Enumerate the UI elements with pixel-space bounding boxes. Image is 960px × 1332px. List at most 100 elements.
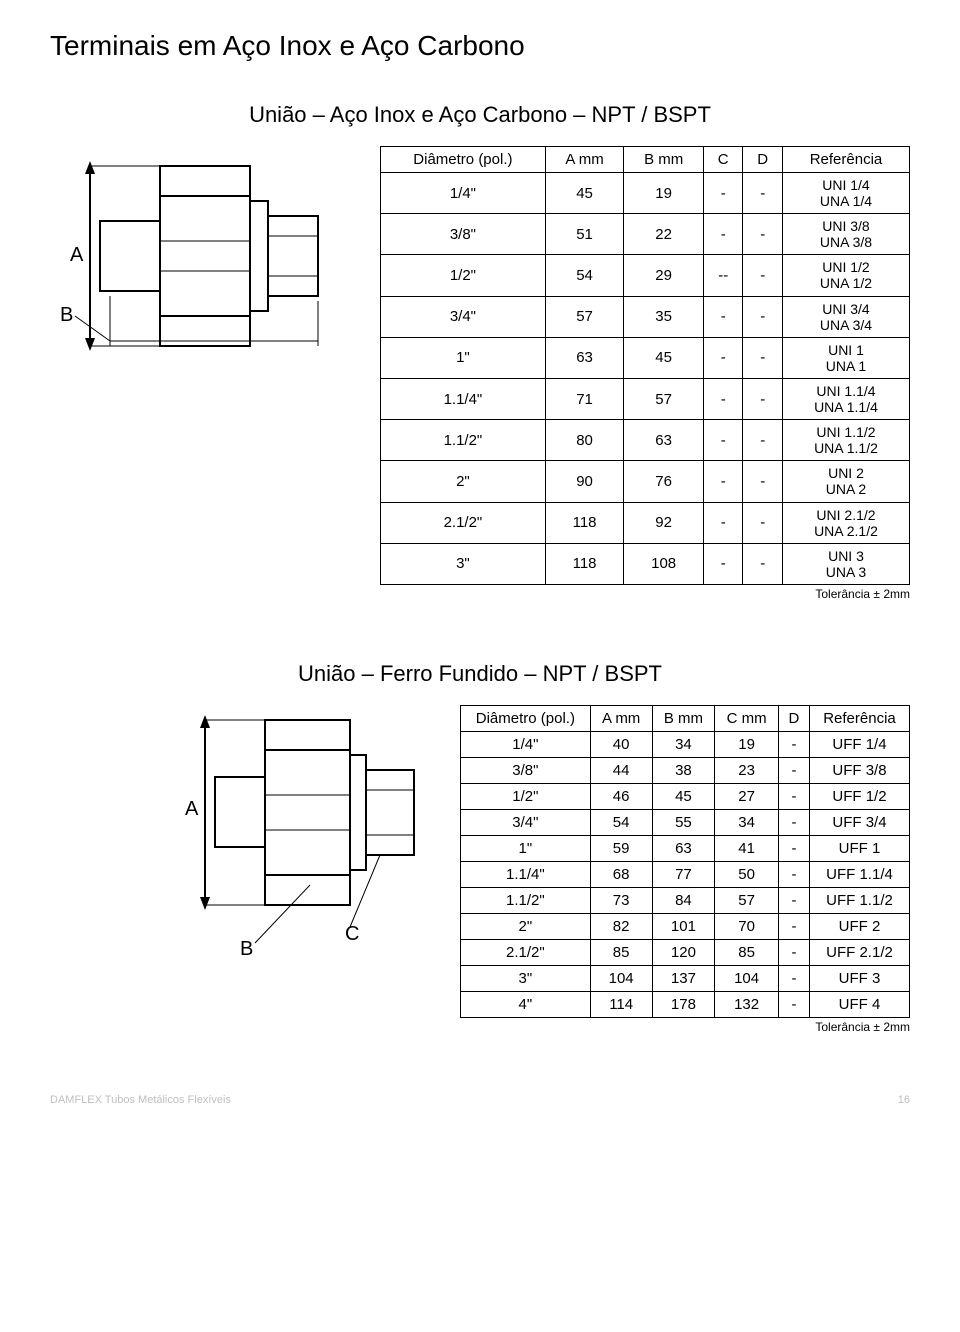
table2-row: 1.1/2"738457-UFF 1.1/2 xyxy=(461,887,910,913)
table1-cell: 90 xyxy=(545,461,624,502)
table2-cell: - xyxy=(778,965,809,991)
table1-ref-cell: UNI 1.1/2UNA 1.1/2 xyxy=(782,420,909,461)
table2-cell: 68 xyxy=(590,861,652,887)
table2-row: 1/2"464527-UFF 1/2 xyxy=(461,783,910,809)
table2-cell: 2.1/2" xyxy=(461,939,591,965)
table1-cell: - xyxy=(703,461,742,502)
table1-cell: 2.1/2" xyxy=(381,502,546,543)
table1-ref-cell: UNI 2.1/2UNA 2.1/2 xyxy=(782,502,909,543)
table2-cell: 1/2" xyxy=(461,783,591,809)
table2-row: 3/8"443823-UFF 3/8 xyxy=(461,757,910,783)
footer-left: DAMFLEX Tubos Metálicos Flexíveis xyxy=(50,1094,231,1106)
table2-row: 3/4"545534-UFF 3/4 xyxy=(461,809,910,835)
table2-cell: 104 xyxy=(715,965,779,991)
table1-ref-cell: UNI 2UNA 2 xyxy=(782,461,909,502)
table2-cell: 4" xyxy=(461,991,591,1017)
table1-cell: - xyxy=(743,461,782,502)
table1-row: 3/8"5122--UNI 3/8UNA 3/8 xyxy=(381,214,910,255)
page-title: Terminais em Aço Inox e Aço Carbono xyxy=(50,30,910,62)
section-union-ferro: União – Ferro Fundido – NPT / BSPT A xyxy=(50,661,910,1034)
table2-cell: 55 xyxy=(652,809,715,835)
table2-cell: - xyxy=(778,783,809,809)
table-union-ferro: Diâmetro (pol.)A mmB mmC mmDReferência 1… xyxy=(460,705,910,1018)
tolerance-2: Tolerância ± 2mm xyxy=(460,1020,910,1034)
table1-ref-cell: UNI 3UNA 3 xyxy=(782,543,909,584)
table2-cell: 1" xyxy=(461,835,591,861)
table2-cell: 82 xyxy=(590,913,652,939)
table1-cell: - xyxy=(743,378,782,419)
table2-row: 1/4"403419-UFF 1/4 xyxy=(461,731,910,757)
table1-cell: - xyxy=(703,173,742,214)
table2-cell: 34 xyxy=(652,731,715,757)
table2-col-5: Referência xyxy=(809,705,909,731)
table1-cell: 118 xyxy=(545,502,624,543)
table2-col-3: C mm xyxy=(715,705,779,731)
table1-cell: 71 xyxy=(545,378,624,419)
diagram1-label-a: A xyxy=(70,244,84,266)
table2-row: 3"104137104-UFF 3 xyxy=(461,965,910,991)
table1-cell: -- xyxy=(703,255,742,296)
table2-cell: 3/8" xyxy=(461,757,591,783)
table1-cell: 35 xyxy=(624,296,704,337)
table2-cell: 3/4" xyxy=(461,809,591,835)
table2-cell: - xyxy=(778,757,809,783)
table1-col-0: Diâmetro (pol.) xyxy=(381,147,546,173)
section2-title: União – Ferro Fundido – NPT / BSPT xyxy=(50,661,910,687)
table1-ref-cell: UNI 3/4UNA 3/4 xyxy=(782,296,909,337)
table1-col-3: C xyxy=(703,147,742,173)
table2-cell: - xyxy=(778,913,809,939)
diagram-union-2: A C B xyxy=(170,705,430,965)
table1-cell: 92 xyxy=(624,502,704,543)
table2-cell: 27 xyxy=(715,783,779,809)
table1-row: 1"6345--UNI 1UNA 1 xyxy=(381,337,910,378)
table2-cell: 70 xyxy=(715,913,779,939)
table2-row: 1.1/4"687750-UFF 1.1/4 xyxy=(461,861,910,887)
table2-cell: - xyxy=(778,939,809,965)
table2-row: 1"596341-UFF 1 xyxy=(461,835,910,861)
table2-cell: 1/4" xyxy=(461,731,591,757)
tolerance-1: Tolerância ± 2mm xyxy=(380,587,910,601)
table1-ref-cell: UNI 1UNA 1 xyxy=(782,337,909,378)
table2-cell: 3" xyxy=(461,965,591,991)
table2-cell: UFF 2 xyxy=(809,913,909,939)
table1-cell: - xyxy=(743,214,782,255)
table2-cell: UFF 1/4 xyxy=(809,731,909,757)
table1-row: 1/4"4519--UNI 1/4UNA 1/4 xyxy=(381,173,910,214)
diagram2-label-a: A xyxy=(185,798,199,820)
table1-cell: - xyxy=(743,502,782,543)
diagram1-label-b: B xyxy=(60,304,73,326)
table2-cell: 34 xyxy=(715,809,779,835)
table2-cell: 114 xyxy=(590,991,652,1017)
table1-ref-cell: UNI 1/2UNA 1/2 xyxy=(782,255,909,296)
table1-ref-cell: UNI 3/8UNA 3/8 xyxy=(782,214,909,255)
table1-row: 3/4"5735--UNI 3/4UNA 3/4 xyxy=(381,296,910,337)
table1-cell: - xyxy=(703,337,742,378)
table1-cell: - xyxy=(743,543,782,584)
table1-row: 2"9076--UNI 2UNA 2 xyxy=(381,461,910,502)
table1-cell: - xyxy=(703,543,742,584)
table2-cell: 101 xyxy=(652,913,715,939)
table2-cell: UFF 3/4 xyxy=(809,809,909,835)
table2-cell: UFF 2.1/2 xyxy=(809,939,909,965)
table2-cell: 120 xyxy=(652,939,715,965)
table1-cell: 19 xyxy=(624,173,704,214)
table2-cell: 85 xyxy=(590,939,652,965)
table1-wrap: Diâmetro (pol.)A mmB mmCDReferência 1/4"… xyxy=(380,146,910,601)
table2-cell: 57 xyxy=(715,887,779,913)
table2-row: 4"114178132-UFF 4 xyxy=(461,991,910,1017)
table2-cell: 104 xyxy=(590,965,652,991)
table2-row: 2.1/2"8512085-UFF 2.1/2 xyxy=(461,939,910,965)
diagram2-label-b: B xyxy=(240,938,253,960)
table1-cell: 108 xyxy=(624,543,704,584)
table1-col-1: A mm xyxy=(545,147,624,173)
table2-cell: UFF 1.1/4 xyxy=(809,861,909,887)
table1-cell: 118 xyxy=(545,543,624,584)
table1-cell: 3" xyxy=(381,543,546,584)
table2-cell: 178 xyxy=(652,991,715,1017)
table2-cell: 19 xyxy=(715,731,779,757)
table1-col-4: D xyxy=(743,147,782,173)
table1-cell: 63 xyxy=(624,420,704,461)
table1-cell: 57 xyxy=(624,378,704,419)
table2-cell: UFF 1 xyxy=(809,835,909,861)
table1-row: 1/2"5429---UNI 1/2UNA 1/2 xyxy=(381,255,910,296)
